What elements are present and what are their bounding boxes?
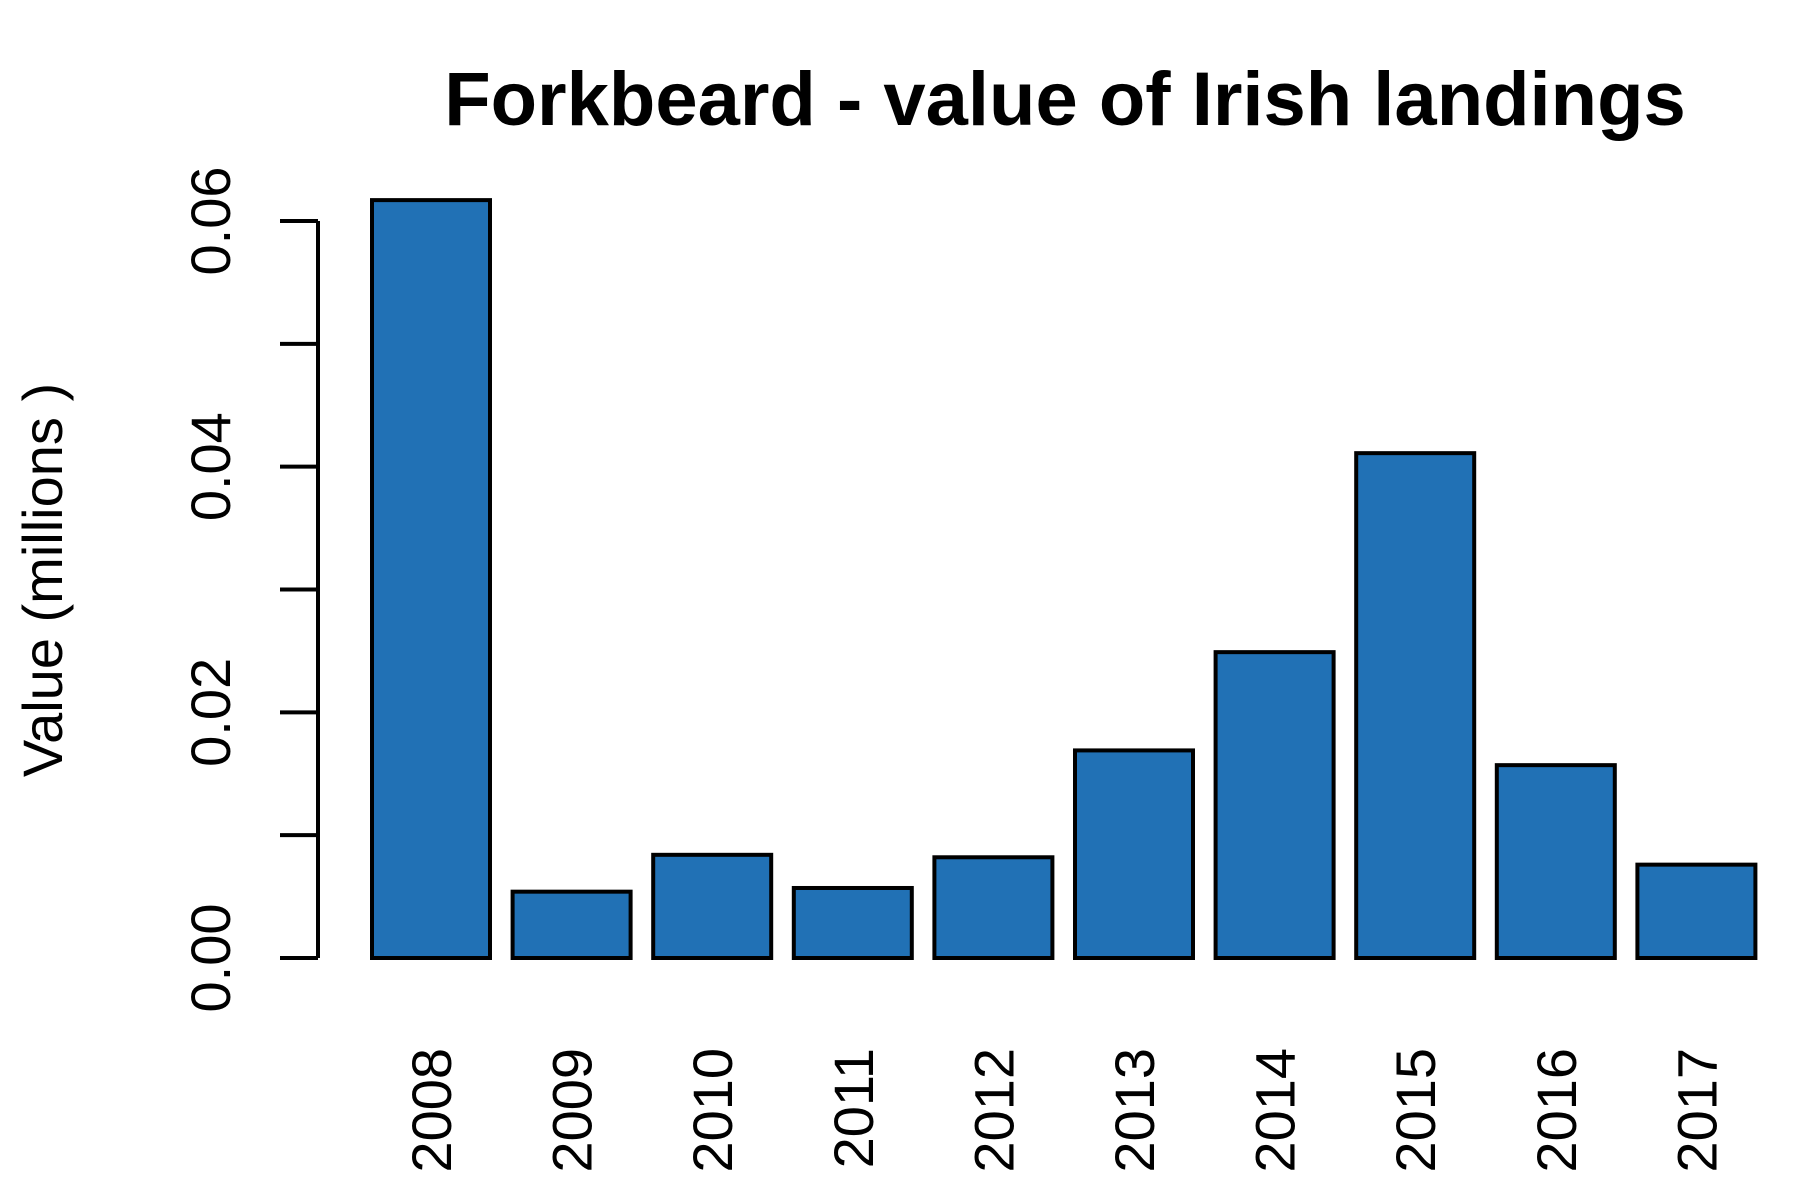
bar-2013 <box>1073 748 1195 961</box>
x-tick-label: 2010 <box>681 1048 744 1173</box>
y-axis: 0.00 0.02 0.04 0.06 <box>179 167 320 1013</box>
y-tick-label: 0.04 <box>179 412 242 521</box>
chart-title: Forkbeard - value of Irish landings <box>444 57 1686 142</box>
x-tick-label: 2012 <box>962 1048 1025 1173</box>
x-tick-label: 2008 <box>400 1048 463 1173</box>
x-tick-label: 2016 <box>1525 1048 1588 1173</box>
bar-2008 <box>370 198 492 960</box>
x-tick-label: 2011 <box>822 1048 885 1168</box>
x-tick-label: 2017 <box>1665 1048 1728 1173</box>
y-tick-label: 0.06 <box>179 167 242 276</box>
y-axis-label: Value (millions ) <box>11 383 74 777</box>
x-tick-label: 2015 <box>1384 1048 1447 1173</box>
bar-2011 <box>791 885 914 960</box>
bar-2015 <box>1354 451 1477 960</box>
bar-2017 <box>1635 862 1758 960</box>
bar-2010 <box>651 852 774 961</box>
bar-2014 <box>1213 650 1336 961</box>
bar-2012 <box>932 855 1055 961</box>
x-axis-tick-labels: 2008 2009 2010 2011 2012 2013 2014 2015 2016 2017 <box>400 1048 1728 1173</box>
y-tick-label: 0.02 <box>179 658 242 767</box>
y-tick-label: 0.00 <box>179 904 242 1013</box>
x-tick-label: 2014 <box>1244 1048 1307 1173</box>
x-tick-label: 2009 <box>541 1048 604 1173</box>
bars-group <box>370 198 1758 961</box>
bar-2016 <box>1494 763 1617 960</box>
x-tick-label: 2013 <box>1103 1048 1166 1173</box>
bar-2009 <box>510 889 633 960</box>
